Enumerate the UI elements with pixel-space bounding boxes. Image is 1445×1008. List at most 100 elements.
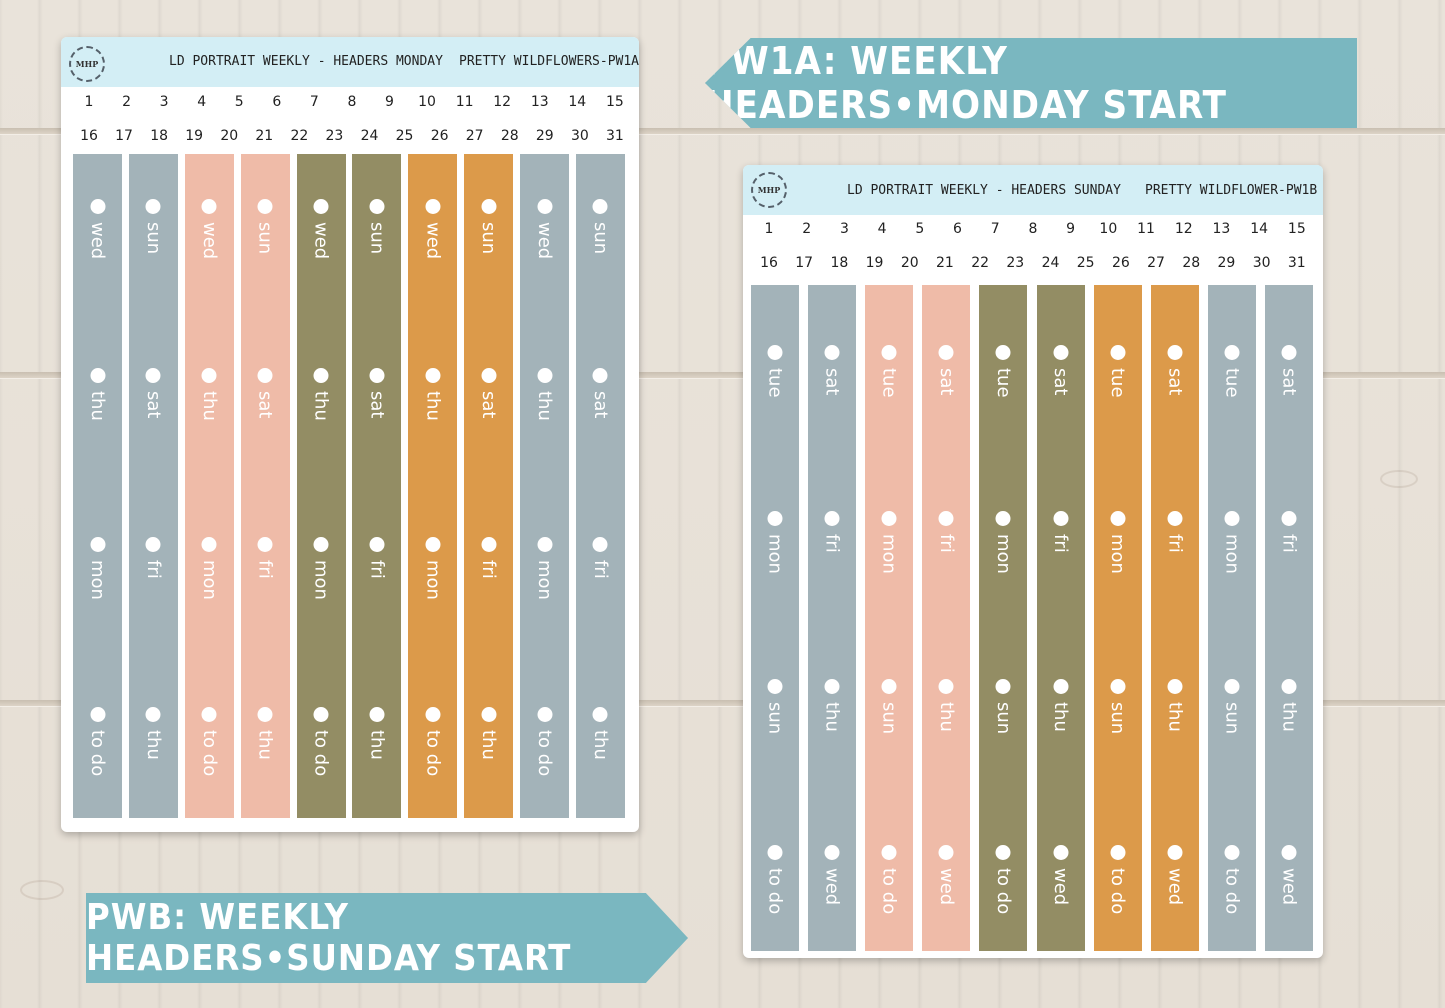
- bullet-dot-icon: [145, 537, 161, 552]
- bullet-dot-icon: [592, 368, 608, 383]
- date-number: 11: [1137, 221, 1155, 237]
- header-strip-blue_gray: tue mon sun to do: [751, 285, 799, 951]
- day-text: thu: [366, 730, 388, 760]
- bullet-dot-icon: [313, 707, 329, 722]
- monday-start-banner: PW1A: WEEKLY HEADERS•MONDAY START: [705, 38, 1357, 128]
- day-label: fri: [478, 537, 499, 579]
- bullet-dot-icon: [592, 707, 608, 722]
- day-text: fri: [821, 534, 843, 553]
- day-label: tue: [1107, 345, 1128, 398]
- date-number: 8: [1028, 221, 1038, 237]
- day-label: thu: [143, 707, 164, 760]
- date-number: 25: [1076, 255, 1095, 271]
- bullet-dot-icon: [201, 368, 217, 383]
- day-text: thu: [1050, 702, 1072, 732]
- sheet-title: LD PORTRAIT WEEKLY - HEADERS MONDAY: [169, 54, 443, 69]
- bullet-dot-icon: [145, 707, 161, 722]
- day-text: thu: [534, 391, 555, 421]
- date-number: 7: [309, 94, 319, 110]
- day-text: mon: [1107, 534, 1129, 574]
- day-text: to do: [764, 868, 786, 915]
- bullet-dot-icon: [201, 707, 217, 722]
- bullet-dot-icon: [1224, 511, 1240, 526]
- header-strip-orange: sun sat fri thu: [464, 154, 514, 818]
- bullet-dot-icon: [1224, 345, 1240, 360]
- date-number: 24: [360, 128, 379, 144]
- day-label: sun: [1107, 679, 1128, 734]
- bullet-dot-icon: [145, 199, 161, 214]
- bullet-dot-icon: [145, 368, 161, 383]
- day-text: thu: [142, 730, 164, 760]
- bullet-dot-icon: [824, 679, 840, 694]
- day-label: sun: [590, 199, 611, 254]
- day-text: mon: [198, 560, 220, 600]
- day-label: sat: [366, 368, 387, 418]
- day-text: wed: [87, 222, 108, 260]
- bullet-dot-icon: [425, 537, 441, 552]
- wood-plank-seam: [0, 128, 1445, 134]
- day-text: wed: [422, 222, 444, 260]
- day-label: thu: [87, 368, 108, 421]
- day-text: tue: [1221, 368, 1243, 398]
- day-label: mon: [199, 537, 220, 600]
- day-text: sun: [878, 702, 900, 735]
- bullet-dot-icon: [257, 707, 273, 722]
- sunday-start-banner-text: PWB: WEEKLY HEADERS•SUNDAY START: [86, 897, 572, 979]
- date-number: 27: [1147, 255, 1165, 271]
- header-strip-olive: tue mon sun to do: [979, 285, 1028, 951]
- day-label: sat: [1278, 345, 1299, 395]
- bullet-dot-icon: [537, 537, 552, 552]
- day-label: thu: [1164, 679, 1185, 732]
- header-strip-olive: sat fri thu wed: [1036, 285, 1085, 951]
- mhp-logo: MHP: [69, 46, 105, 82]
- header-strip-peach: tue mon sun to do: [865, 285, 914, 951]
- bullet-dot-icon: [90, 199, 105, 214]
- bullet-dot-icon: [90, 707, 105, 722]
- bullet-dot-icon: [90, 368, 105, 383]
- bullet-dot-icon: [313, 537, 329, 552]
- date-number: 30: [1252, 255, 1271, 271]
- day-text: fri: [1050, 534, 1072, 553]
- date-numbers-row-2: 16 17 18 19 20 21 22 23 24 25 26 27 28 29 30 31: [753, 255, 1313, 271]
- bullet-dot-icon: [90, 537, 105, 552]
- day-text: sun: [478, 222, 500, 255]
- date-number: 28: [1182, 255, 1201, 271]
- day-text: thu: [198, 391, 220, 421]
- date-number: 29: [535, 128, 554, 144]
- day-label: mon: [765, 511, 786, 574]
- day-label: sat: [590, 368, 611, 418]
- date-number: 17: [115, 128, 133, 144]
- day-label: thu: [534, 368, 555, 421]
- bullet-dot-icon: [938, 345, 954, 360]
- day-text: sat: [254, 391, 276, 419]
- day-text: mon: [534, 560, 555, 600]
- date-number: 23: [1006, 255, 1025, 271]
- day-text: wed: [1050, 868, 1072, 906]
- day-label: tue: [765, 345, 786, 398]
- bullet-dot-icon: [824, 845, 840, 860]
- sheet-code: PRETTY WILDFLOWER-PW1B: [1145, 183, 1318, 198]
- day-text: thu: [589, 730, 611, 760]
- day-text: fri: [935, 534, 957, 553]
- date-number: 4: [877, 221, 887, 237]
- day-label: sat: [478, 368, 499, 418]
- day-text: sat: [821, 368, 843, 396]
- day-label: thu: [199, 368, 220, 421]
- day-label: mon: [534, 537, 555, 600]
- day-text: sat: [366, 391, 388, 419]
- wood-knot: [1380, 470, 1418, 488]
- header-strip-blue_gray: wed thu mon to do: [73, 154, 122, 818]
- sheet-header-bar: [61, 37, 639, 87]
- date-number: 16: [80, 128, 98, 144]
- day-label: sun: [366, 199, 387, 254]
- day-label: mon: [87, 537, 108, 600]
- day-text: to do: [992, 868, 1014, 915]
- day-text: sun: [142, 222, 164, 255]
- bullet-dot-icon: [481, 707, 497, 722]
- day-text: to do: [534, 730, 555, 777]
- bullet-dot-icon: [313, 199, 329, 214]
- day-text: sat: [478, 391, 500, 419]
- date-number: 19: [865, 255, 884, 271]
- day-text: fri: [478, 560, 500, 579]
- day-label: sat: [1164, 345, 1185, 395]
